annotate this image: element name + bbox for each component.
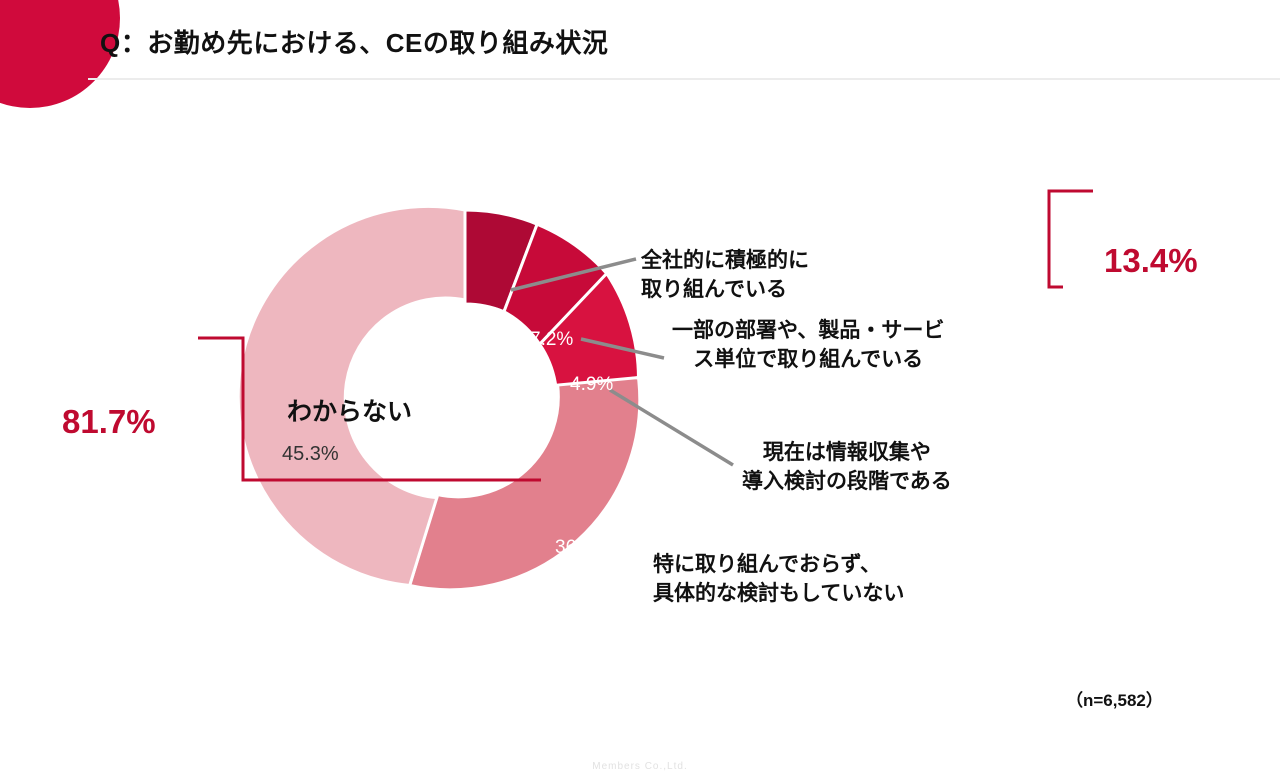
- total-engaged-value: 13.4%: [1104, 242, 1198, 279]
- slice-value-partial: 7.2%: [530, 329, 574, 350]
- slice-unknown[interactable]: [236, 204, 467, 588]
- leader-line-partial: [580, 337, 665, 360]
- total-not-engaged-value: 81.7%: [62, 403, 156, 440]
- callout-label-considering: 現在は情報収集や 導入検討の段階である: [742, 441, 952, 493]
- header-divider: [88, 78, 1280, 80]
- bracket-engaged: [1047, 189, 1093, 289]
- bracket-not-engaged: [198, 336, 541, 482]
- page-title: Q：お勤め先における、CEの取り組み状況: [100, 28, 609, 58]
- page-header: Q：お勤め先における、CEの取り組み状況: [0, 0, 1280, 108]
- callout-label-none: 特に取り組んでおらず、 具体的な検討もしていない: [653, 553, 905, 605]
- slice-value-considering: 4.9%: [570, 374, 614, 395]
- callout-label-partial: 一部の部署や、製品・サービ ス単位で取り組んでいる: [672, 319, 945, 371]
- donut-chart: 6.2% 7.2% 4.9% 36.4% 45.3% わからない 全社的に積極的…: [0, 79, 1280, 772]
- slice-value-corporate: 6.2%: [466, 305, 510, 326]
- donut-chart-graphic: [198, 189, 1093, 592]
- sample-size-note: （n=6,582）: [1066, 691, 1163, 710]
- slice-label-unknown: わからない: [287, 398, 413, 426]
- watermark: Members Co.,Ltd.: [592, 761, 688, 772]
- callout-label-corporate: 全社的に積極的に 取り組んでいる: [641, 249, 809, 301]
- slice-value-unknown: 45.3%: [282, 443, 339, 465]
- leader-line-considering: [609, 388, 734, 467]
- slice-value-none: 36.4%: [555, 537, 609, 558]
- slice-none[interactable]: [407, 375, 642, 592]
- leader-line-corporate: [510, 257, 637, 292]
